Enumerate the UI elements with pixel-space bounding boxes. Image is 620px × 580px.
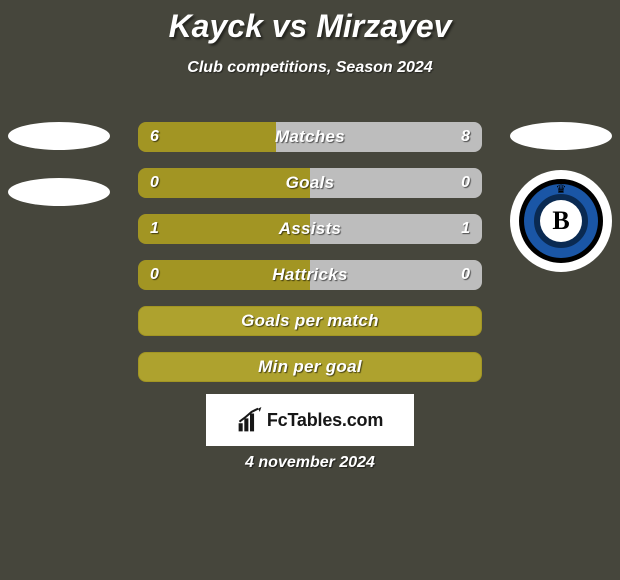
stat-bar-full: Goals per match bbox=[138, 306, 482, 336]
logo-text: FcTables.com bbox=[267, 410, 383, 431]
stat-label: Assists bbox=[138, 214, 482, 244]
comparison-infographic: Kayck vs Mirzayev Club competitions, Sea… bbox=[0, 0, 620, 580]
fctables-logo-icon bbox=[237, 407, 263, 433]
stat-bar: 0 0 Hattricks bbox=[138, 260, 482, 290]
logo-box: FcTables.com bbox=[206, 394, 414, 446]
stat-bar-full: Min per goal bbox=[138, 352, 482, 382]
stat-bar: 1 1 Assists bbox=[138, 214, 482, 244]
stat-label: Goals per match bbox=[139, 307, 481, 335]
bars-area: 6 8 Matches 0 0 Goals 1 1 Assists 0 0 Ha… bbox=[0, 122, 620, 398]
stat-label: Min per goal bbox=[139, 353, 481, 381]
page-subtitle: Club competitions, Season 2024 bbox=[0, 59, 620, 77]
stat-label: Hattricks bbox=[138, 260, 482, 290]
stat-label: Goals bbox=[138, 168, 482, 198]
page-title: Kayck vs Mirzayev bbox=[0, 0, 620, 45]
date-label: 4 november 2024 bbox=[0, 454, 620, 472]
stat-bar: 6 8 Matches bbox=[138, 122, 482, 152]
stat-label: Matches bbox=[138, 122, 482, 152]
stat-bar: 0 0 Goals bbox=[138, 168, 482, 198]
